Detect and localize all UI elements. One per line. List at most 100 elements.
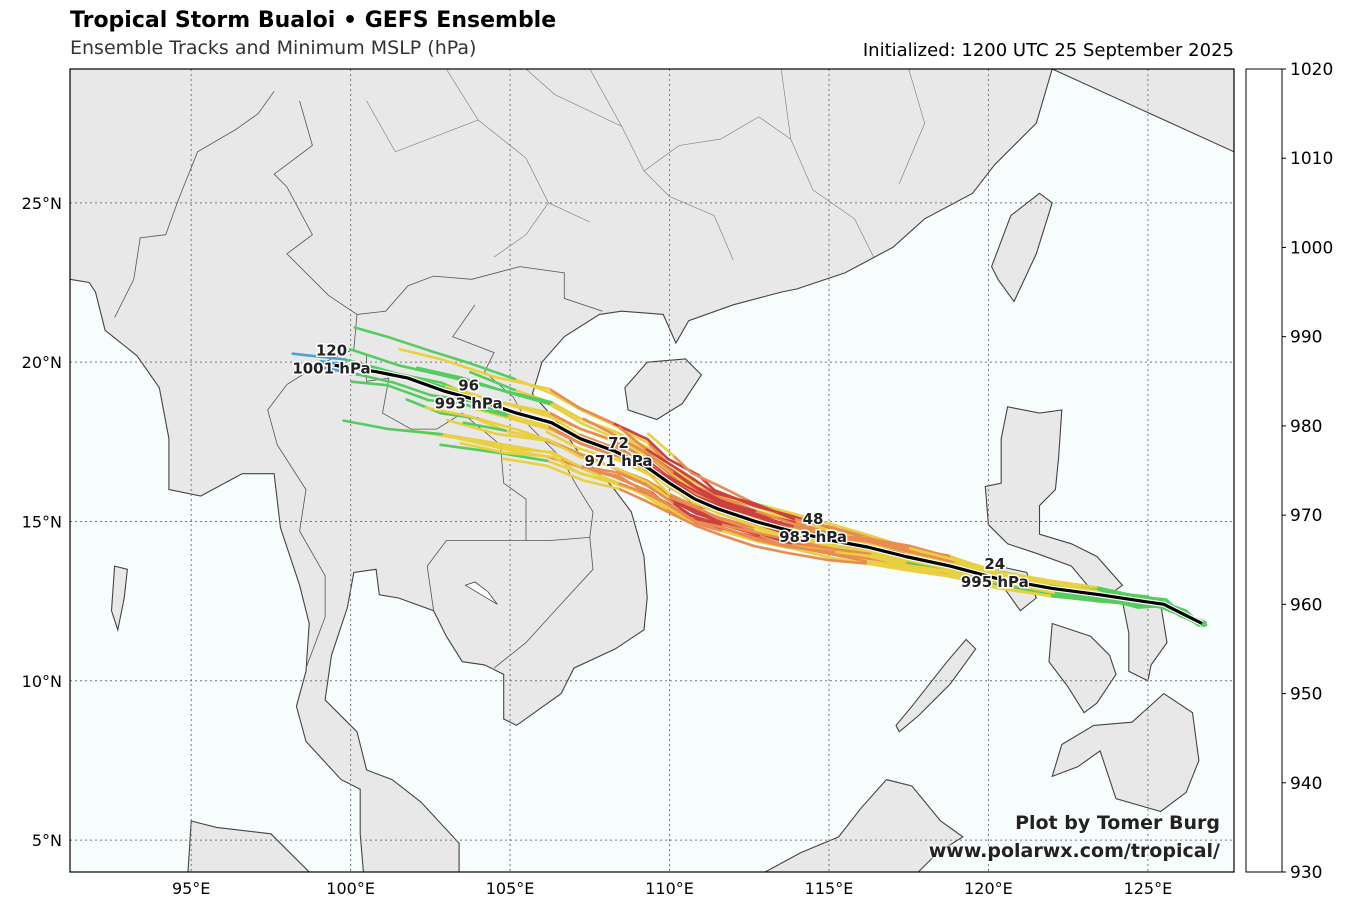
ensemble-member-segment (611, 438, 646, 460)
colorbar-tick-950: 950 (1290, 685, 1322, 705)
ensemble-member-segment (353, 326, 391, 339)
ensemble-member-segment (951, 575, 1000, 590)
ensemble-member-segment (689, 514, 723, 526)
ensemble-member-segment (785, 545, 836, 554)
track-label-mslp-96: 993 hPa (435, 394, 503, 412)
province-border-3 (898, 69, 926, 184)
ensemble-member-segment (694, 510, 718, 523)
track-label-mslp-48: 983 hPa (779, 528, 847, 546)
initialized-time: Initialized: 1200 UTC 25 September 2025 (862, 40, 1234, 61)
country-border-5 (114, 91, 275, 318)
ensemble-member-segment (647, 452, 674, 474)
ensemble-member-segment (616, 458, 652, 477)
ensemble-member-segment (496, 442, 552, 454)
ensemble-member-segment (690, 471, 720, 487)
ensemble-member-segment (504, 429, 551, 442)
ensemble-member-segment (998, 570, 1056, 583)
ensemble-member-segment (952, 560, 997, 577)
ensemble-member-segment (669, 478, 698, 499)
landmass-andaman-islands (110, 565, 128, 632)
ensemble-member-segment (996, 586, 1052, 598)
landmass-taiwan (991, 192, 1053, 303)
province-border-5 (493, 202, 549, 258)
ensemble-member-segment (503, 451, 556, 459)
ensemble-member-segment (649, 457, 672, 476)
ensemble-member-segment (753, 509, 792, 525)
ensemble-member-segment (580, 422, 614, 439)
ensemble-member-segment (578, 427, 615, 442)
ensemble-member-segment (439, 443, 501, 455)
ensemble-member-segment (671, 501, 693, 517)
ensemble-member-segment (904, 558, 951, 571)
ensemble-member-segment (615, 435, 651, 456)
ensemble-member-segment (424, 406, 472, 418)
ensemble-member-segment (752, 544, 789, 555)
ensemble-member-segment (392, 381, 433, 397)
ensemble-member-segment (906, 546, 953, 561)
ensemble-member-segment (462, 421, 507, 432)
ensemble-member-segment (829, 522, 869, 536)
ensemble-member-segment (642, 498, 673, 515)
colorbar-tick-990: 990 (1290, 328, 1322, 348)
ensemble-member-segment (550, 415, 580, 436)
ensemble-member-segment (833, 535, 870, 543)
ensemble-member-segment (668, 507, 694, 524)
ensemble-member-segment (790, 547, 833, 560)
ensemble-member-segment (505, 414, 550, 428)
track-label-mslp-24: 995 hPa (961, 573, 1029, 591)
ensemble-member-segment (831, 547, 872, 556)
ensemble-member-segment (1052, 579, 1098, 589)
country-border-3 (526, 537, 590, 541)
colorbar-tick-1000: 1000 (1290, 238, 1333, 258)
colorbar-tick-1010: 1010 (1290, 149, 1333, 169)
ensemble-member-segment (866, 537, 910, 550)
ensemble-member-segment (644, 480, 670, 499)
ensemble-member-segment (440, 432, 499, 445)
ensemble-member-segment (646, 489, 673, 508)
ensemble-member-segment (552, 455, 581, 475)
ensemble-member-segment (717, 525, 757, 541)
ensemble-member-segment (718, 512, 757, 528)
ensemble-member-segment (493, 399, 551, 415)
country-border-4 (267, 349, 354, 669)
ensemble-member-segment (753, 536, 790, 547)
colorbar-tick-940: 940 (1290, 774, 1322, 794)
country-border-2 (452, 304, 594, 669)
ensemble-member-segment (470, 406, 513, 421)
landmass-luzon (984, 406, 1124, 596)
landmass-hainan (624, 358, 703, 421)
ensemble-member-segment (398, 347, 444, 361)
ensemble-member-segment (459, 441, 507, 455)
ensemble-member-segment (465, 403, 509, 418)
ensemble-member-segment (864, 559, 904, 567)
colorbar-tick-980: 980 (1290, 417, 1322, 437)
ensemble-member-segment (691, 501, 721, 515)
track-label-mslp-120: 1001 hPa (292, 359, 370, 377)
lon-tick-105: 105°E (486, 879, 535, 898)
ensemble-member-segment (1048, 594, 1099, 603)
track-label-mslp-72: 971 hPa (585, 452, 653, 470)
ensemble-member-segment (793, 520, 834, 536)
ensemble-member-segment (907, 544, 951, 559)
ensemble-member-segment (453, 436, 508, 451)
ensemble-member-segment (547, 402, 584, 425)
ensemble-member-segment (999, 580, 1055, 595)
ensemble-member-segment (666, 457, 701, 477)
land-layer (70, 69, 1234, 872)
ensemble-member-segment (476, 417, 520, 432)
ensemble-member-segment (494, 432, 548, 442)
ensemble-member-segment (495, 376, 551, 391)
landmass-sumatra (187, 820, 310, 872)
ensemble-member-segment (582, 479, 620, 490)
ensemble-member-segment (907, 550, 956, 563)
ensemble-member-segment (829, 552, 868, 563)
ensemble-member-segment (751, 530, 789, 541)
ensemble-member-segment (695, 480, 717, 495)
ensemble-member-segment (459, 376, 509, 394)
ensemble-member-segment (793, 512, 833, 526)
ensemble-member-segment (582, 468, 616, 483)
ensemble-member-segment (579, 440, 614, 456)
landmass-panay-negros-cebu (1048, 622, 1117, 714)
province-border-2 (780, 69, 874, 258)
ensemble-member-segment (307, 363, 359, 376)
